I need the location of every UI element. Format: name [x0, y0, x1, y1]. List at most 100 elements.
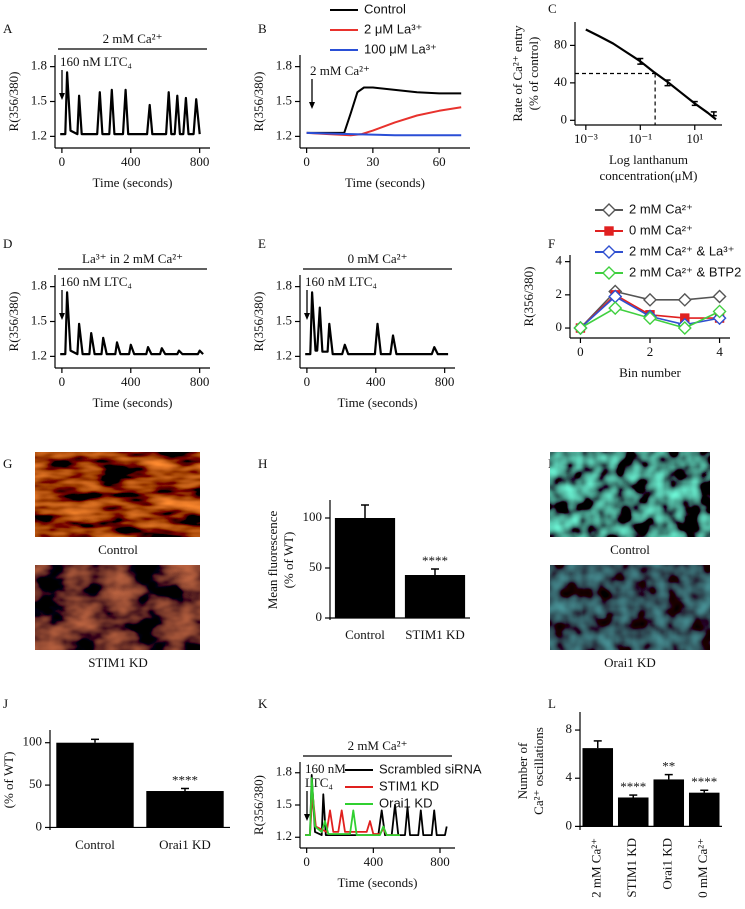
- trace: [306, 131, 462, 137]
- x-axis-label: concentration(μM): [600, 168, 698, 183]
- bar: [56, 742, 134, 828]
- x-tick-label: 10¹: [686, 131, 703, 146]
- y-tick-label: 1.8: [276, 278, 292, 293]
- legend-marker: [602, 266, 616, 280]
- x-tick-label: 0: [304, 374, 311, 389]
- panel-label: F: [548, 236, 555, 251]
- y-tick-label: 100: [303, 509, 323, 524]
- y-axis-label: R(356/380): [251, 292, 266, 352]
- x-tick-label: 800: [190, 374, 210, 389]
- panel-label: D: [3, 236, 12, 251]
- x-tick-label: 0 mM Ca²⁺: [695, 838, 710, 898]
- y-axis-label: Mean fluorescence: [265, 511, 280, 610]
- y-tick-label: 1.8: [276, 58, 292, 73]
- y-tick-label: 1.2: [31, 347, 47, 362]
- panel-label: G: [3, 456, 12, 471]
- point: [677, 292, 692, 307]
- bar: [404, 575, 466, 618]
- y-axis-label: R(356/380): [521, 267, 536, 327]
- bar: [582, 748, 614, 827]
- x-tick-label: 0: [59, 154, 66, 169]
- point: [643, 292, 657, 307]
- arrow-head: [309, 102, 315, 109]
- y-tick-label: 40: [554, 74, 567, 89]
- y-tick-label: 0: [566, 817, 573, 832]
- micrograph: [550, 565, 710, 650]
- y-tick-label: 1.5: [31, 312, 47, 327]
- bar: [146, 791, 224, 828]
- y-axis-label: R(356/380): [6, 72, 21, 132]
- y-tick-label: 50: [309, 559, 322, 574]
- x-tick-label: Orai1 KD: [660, 838, 675, 890]
- x-tick-label: 0: [59, 374, 66, 389]
- legend-marker: [602, 245, 616, 259]
- panel-label: L: [548, 696, 556, 711]
- annotation: 2 mM Ca²⁺: [310, 63, 370, 78]
- legend-label: Control: [364, 1, 406, 16]
- arrow-head: [304, 313, 310, 320]
- bar: [653, 779, 685, 827]
- x-tick-label: STIM1 KD: [405, 627, 465, 642]
- y-tick-label: 1.8: [276, 764, 292, 779]
- image-caption: STIM1 KD: [88, 655, 148, 670]
- x-tick-label: 2: [647, 344, 654, 359]
- image-caption: Control: [610, 542, 650, 557]
- y-tick-label: 1.5: [276, 796, 292, 811]
- micrograph: [35, 565, 200, 650]
- y-axis-label: (% of control): [526, 37, 541, 111]
- panel-title: La³⁺ in 2 mM Ca²⁺: [82, 251, 183, 266]
- x-tick-label: Orai1 KD: [159, 837, 211, 852]
- x-tick-label: 10⁻¹: [628, 131, 652, 146]
- y-axis-label: R(356/380): [251, 72, 266, 132]
- y-axis-label: Ca²⁺ oscillations: [531, 727, 546, 815]
- y-tick-label: 1.8: [31, 58, 47, 73]
- x-tick-label: 0: [577, 344, 584, 359]
- significance: ****: [691, 774, 717, 789]
- point: [677, 321, 692, 336]
- panel-label: J: [3, 696, 8, 711]
- y-tick-label: 1.5: [31, 92, 47, 107]
- x-tick-label: 4: [716, 344, 723, 359]
- y-tick-label: 1.2: [276, 828, 292, 843]
- annotation: 160 nM LTC₄: [60, 54, 132, 69]
- micrograph: [550, 452, 710, 537]
- x-tick-label: 800: [190, 154, 210, 169]
- y-tick-label: 2: [556, 286, 563, 301]
- x-tick-label: 10⁻³: [574, 131, 598, 146]
- x-axis-label: Log lanthanum: [609, 152, 688, 167]
- point: [712, 304, 727, 319]
- significance: ****: [172, 772, 198, 787]
- x-tick-label: 2 mM Ca²⁺: [589, 838, 604, 898]
- panel-label: B: [258, 21, 267, 36]
- x-tick-label: 0: [303, 854, 310, 869]
- x-axis-label: Time (seconds): [92, 395, 172, 410]
- trace: [305, 291, 449, 356]
- image-caption: Orai1 KD: [604, 655, 656, 670]
- annotation: 160 nM LTC₄: [305, 274, 377, 289]
- arrow-head: [304, 814, 310, 821]
- x-tick-label: 800: [430, 854, 450, 869]
- image-panel-i: I Control Orai1 KD: [548, 452, 710, 670]
- trace: [306, 106, 462, 137]
- y-tick-label: 1.5: [276, 312, 292, 327]
- x-tick-label: 400: [364, 854, 384, 869]
- legend-label: Scrambled siRNA: [379, 761, 482, 776]
- legend-label: 0 mM Ca²⁺: [629, 222, 693, 237]
- panel-label: C: [548, 1, 557, 16]
- x-tick-label: STIM1 KD: [624, 838, 639, 898]
- arrow-head: [59, 93, 65, 100]
- legend-label: 2 mM Ca²⁺: [629, 201, 693, 216]
- panel-label: E: [258, 236, 266, 251]
- y-tick-label: 50: [29, 776, 42, 791]
- legend-label: 2 μM La³⁺: [364, 21, 422, 36]
- x-tick-label: 800: [435, 374, 455, 389]
- legend-label: 2 mM Ca²⁺ & La³⁺: [629, 243, 734, 258]
- x-tick-label: 0: [303, 154, 310, 169]
- y-axis-label: (% of WT): [1, 752, 16, 809]
- y-tick-label: 100: [23, 734, 43, 749]
- y-tick-label: 0: [36, 818, 43, 833]
- panel-label: K: [258, 696, 268, 711]
- y-axis-label: Rate of Ca²⁺ entry: [510, 25, 525, 122]
- annotation: 160 nM LTC₄: [60, 274, 132, 289]
